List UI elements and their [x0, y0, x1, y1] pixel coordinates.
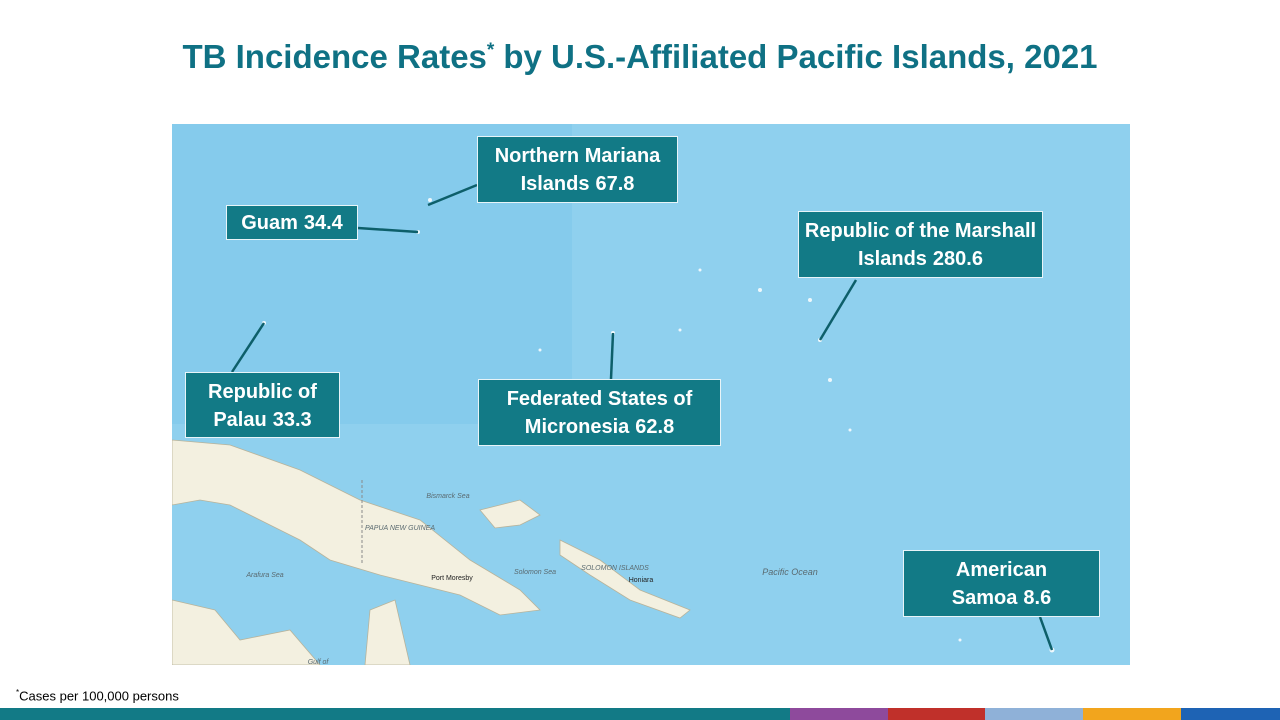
cape-york [364, 599, 411, 665]
bar-segment [790, 708, 888, 720]
bar-segment [1181, 708, 1280, 720]
incidence-rate: 62.8 [635, 416, 675, 438]
title: TB Incidence Rates* by U.S.-Affiliated Pa… [0, 38, 1280, 76]
footnote-text: Cases per 100,000 persons [19, 688, 179, 704]
map-label: Bismarck Sea [426, 493, 469, 500]
incidence-rate: 280.6 [932, 248, 983, 270]
island-name: American Samoa [951, 559, 1048, 609]
map-label: SOLOMON ISLANDS [581, 565, 649, 572]
title-text: TB Incidence Rates [182, 38, 487, 75]
island-name: Republic of the Marshall Islands [804, 220, 1037, 270]
bar-segment [1083, 708, 1181, 720]
callout: Federated States of Micronesia 62.8 [478, 379, 721, 446]
bar-segment [0, 708, 790, 720]
island-name: Northern Mariana Islands [494, 145, 661, 195]
callout: American Samoa 8.6 [903, 550, 1100, 617]
incidence-rate: 34.4 [303, 212, 343, 234]
island-name: Federated States of Micronesia [506, 388, 693, 438]
callout: Northern Mariana Islands 67.8 [477, 136, 678, 203]
solomon-islands [559, 539, 691, 619]
bar-segment [985, 708, 1083, 720]
map-label: Honiara [629, 577, 654, 584]
map-label: PAPUA NEW GUINEA [365, 525, 435, 532]
incidence-rate: 8.6 [1023, 587, 1052, 609]
title-marker: * [486, 40, 495, 61]
callout: Republic of Palau 33.3 [185, 372, 340, 438]
australia [172, 599, 321, 665]
callout: Republic of the Marshall Islands 280.6 [798, 211, 1043, 278]
incidence-rate: 67.8 [595, 173, 635, 195]
leader-lines [230, 183, 1054, 651]
footer-bar [0, 708, 1280, 720]
new-britain [479, 499, 541, 529]
map-label: Arafura Sea [245, 572, 283, 579]
incidence-rate: 33.3 [272, 409, 312, 431]
new-guinea [172, 439, 541, 616]
callout: Guam 34.4 [226, 205, 358, 240]
map-label: Solomon Sea [514, 569, 556, 576]
footnote-marker: * [16, 688, 20, 697]
map-label: Gulf of [308, 659, 330, 665]
bar-segment [888, 708, 985, 720]
map-label: Port Moresby [431, 575, 473, 582]
island-name: Republic of Palau [208, 381, 317, 431]
title-text: by U.S.-Affiliated Pacific Islands, 2021 [503, 38, 1098, 75]
footnote: *Cases per 100,000 persons [16, 688, 179, 703]
island-name: Guam [241, 212, 298, 234]
map-label: Pacific Ocean [762, 567, 818, 577]
